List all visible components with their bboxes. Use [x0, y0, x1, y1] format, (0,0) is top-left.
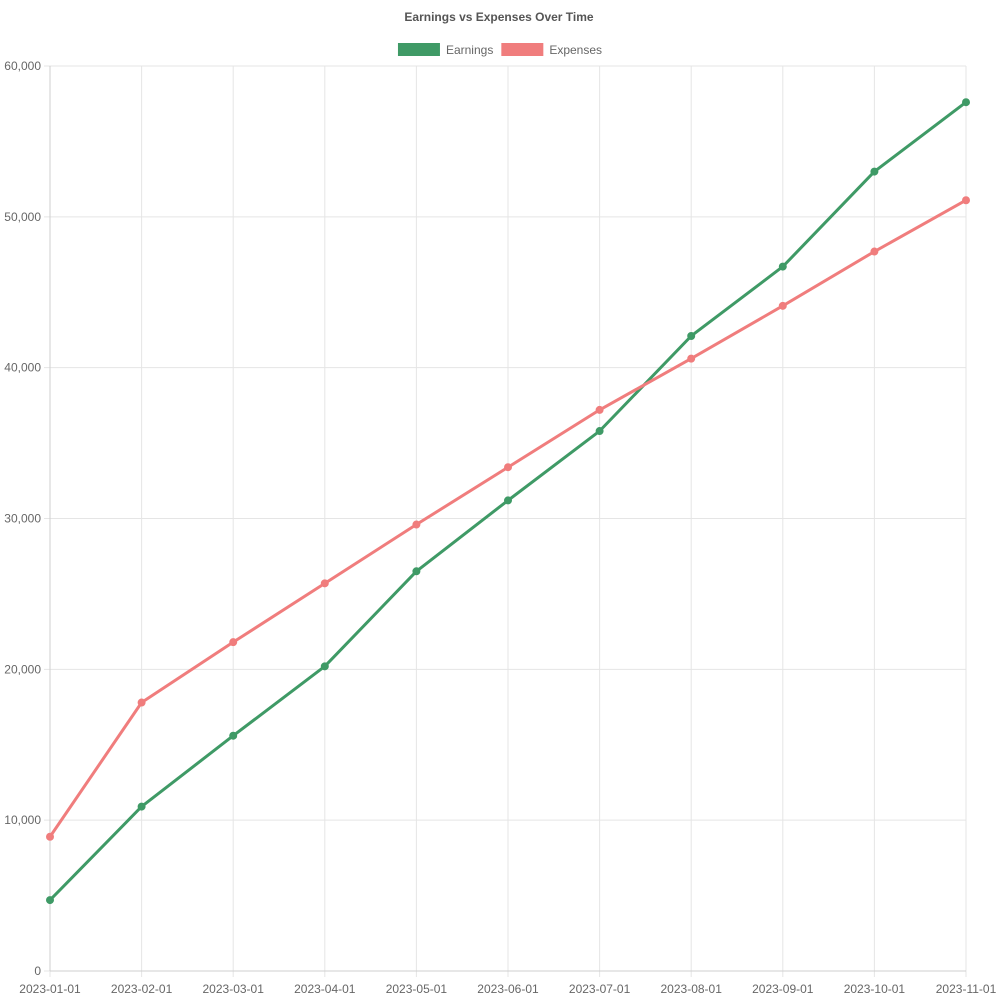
series-earnings: [46, 98, 970, 905]
data-point-earnings: [320, 662, 329, 671]
x-tick-label: 2023-08-01: [661, 982, 723, 996]
data-point-earnings: [778, 262, 787, 271]
data-point-expenses: [778, 301, 787, 310]
y-tick-label: 40,000: [4, 361, 41, 375]
x-tick-label: 2023-10-01: [844, 982, 906, 996]
y-tick-label: 20,000: [4, 662, 41, 676]
data-point-earnings: [870, 167, 879, 176]
data-point-expenses: [412, 520, 421, 529]
x-tick-label: 2023-05-01: [386, 982, 448, 996]
data-point-expenses: [595, 405, 604, 414]
y-tick-label: 50,000: [4, 210, 41, 224]
grid: [44, 65, 967, 977]
data-point-expenses: [320, 579, 329, 588]
legend: Earnings Expenses: [397, 43, 602, 57]
x-tick-label: 2023-09-01: [752, 982, 814, 996]
x-tick-label: 2023-06-01: [477, 982, 539, 996]
x-tick-label: 2023-11-01: [936, 982, 997, 996]
data-point-earnings: [229, 731, 238, 740]
data-point-expenses: [137, 698, 146, 707]
x-tick-label: 2023-01-01: [19, 982, 81, 996]
series-expenses: [46, 196, 970, 841]
y-tick-label: 10,000: [4, 813, 41, 827]
data-point-expenses: [962, 196, 970, 205]
y-tick-label: 0: [34, 964, 41, 978]
legend-item-earnings[interactable]: Earnings: [397, 43, 493, 57]
data-point-earnings: [46, 896, 54, 905]
legend-item-expenses[interactable]: Expenses: [501, 43, 602, 57]
data-point-expenses: [229, 638, 238, 647]
data-point-earnings: [595, 427, 604, 436]
y-tick-label: 30,000: [4, 512, 41, 526]
data-point-expenses: [687, 354, 696, 363]
legend-swatch: [397, 43, 440, 56]
data-point-earnings: [504, 496, 512, 505]
data-point-earnings: [687, 331, 696, 340]
chart-title: Earnings vs Expenses Over Time: [404, 10, 594, 24]
data-point-earnings: [412, 567, 421, 576]
series-layer: [46, 98, 970, 905]
x-tick-label: 2023-07-01: [569, 982, 631, 996]
legend-label: Earnings: [446, 43, 493, 57]
x-tick-label: 2023-03-01: [203, 982, 265, 996]
x-tick-label: 2023-02-01: [111, 982, 173, 996]
data-point-earnings: [962, 98, 970, 107]
y-tick-label: 60,000: [4, 59, 41, 73]
data-point-expenses: [504, 463, 512, 472]
data-point-expenses: [46, 832, 54, 841]
legend-label: Expenses: [549, 43, 602, 57]
x-tick-label: 2023-04-01: [294, 982, 356, 996]
axes: 0 10,000 20,000 30,000 40,000 50,000 60,000 202…: [4, 59, 996, 996]
data-point-earnings: [137, 802, 146, 811]
legend-swatch: [501, 43, 544, 56]
data-point-expenses: [870, 247, 879, 256]
